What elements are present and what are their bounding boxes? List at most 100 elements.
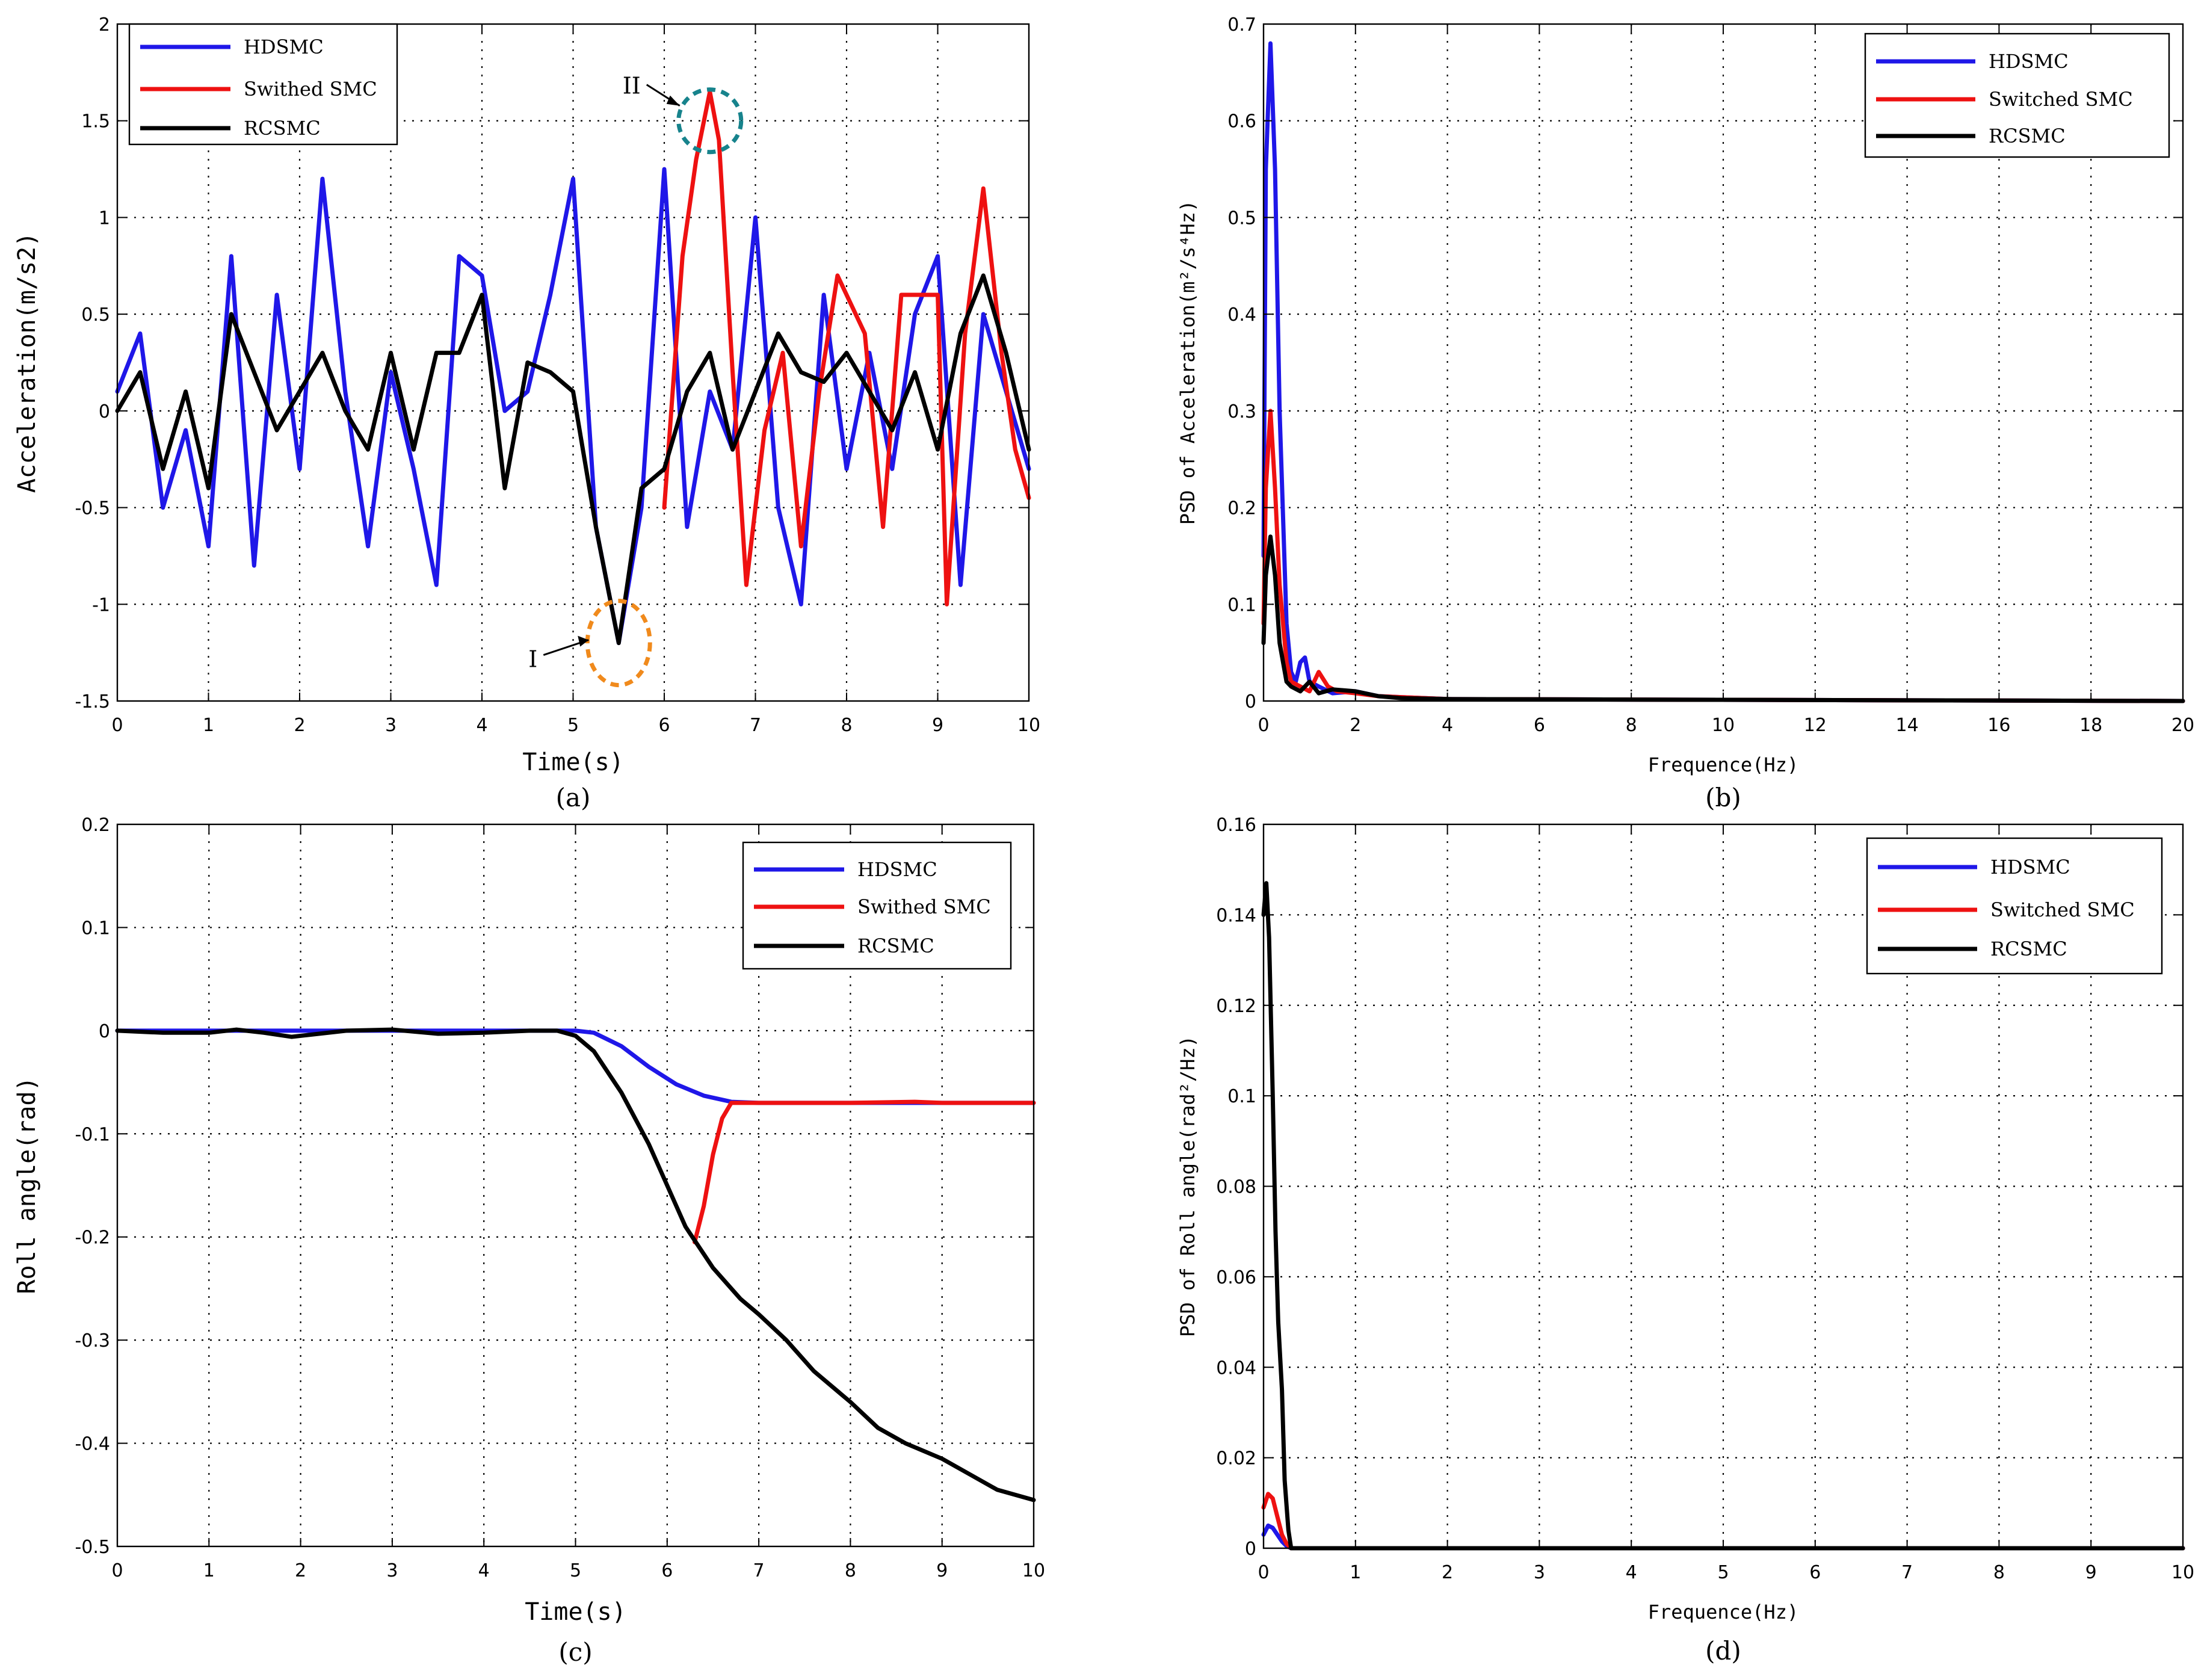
chart-a: 0 1 2 3 4 5 6 7 8 9 10 -1.5 -1 -0.5 0 0.5 1 1.5 2 Time(s) Ac… <box>13 14 1040 812</box>
x-tick-label: 2 <box>294 715 305 736</box>
y-axis-label: Acceleration(m/s2) <box>13 232 41 493</box>
series-group <box>1261 41 2185 703</box>
x-tick-label: 2 <box>1350 715 1361 736</box>
annotations: III <box>528 73 744 688</box>
y-tick-label: 0 <box>99 401 110 422</box>
x-tick-label: 3 <box>385 715 397 736</box>
x-tick-label: 8 <box>841 715 852 736</box>
legend-entry: RCSMC <box>1989 125 2066 147</box>
y-tick-label: 0.4 <box>1227 304 1256 326</box>
y-tick-label: 0.2 <box>1227 498 1256 519</box>
x-tick-label: 3 <box>1534 1562 1545 1583</box>
y-tick-label: 0 <box>1245 1539 1256 1560</box>
legend: HDSMC Switched SMC RCSMC <box>1866 837 2163 975</box>
chart-c: 0 1 2 3 4 5 6 7 8 9 10 -0.5 -0.4 -0.3 -0.2 -0.1 0 0.1 0.2 T… <box>13 815 1045 1667</box>
x-tick-label: 0 <box>111 1560 123 1581</box>
x-axis-label: Time(s) <box>525 1598 626 1626</box>
y-tick-label: -0.4 <box>75 1434 110 1455</box>
x-tick-label: 6 <box>1534 715 1545 736</box>
y-tick-label: -0.3 <box>75 1330 110 1351</box>
x-tick-label: 4 <box>476 715 487 736</box>
x-tick-label: 12 <box>1804 715 1827 736</box>
y-tick-label: 0.12 <box>1216 996 1256 1017</box>
x-tick-label: 2 <box>1442 1562 1453 1583</box>
y-tick-label: -1.5 <box>75 691 110 712</box>
y-tick-label: -0.5 <box>75 498 110 519</box>
x-tick-label: 7 <box>1901 1562 1913 1583</box>
x-tick-label: 1 <box>1350 1562 1361 1583</box>
y-tick-label: -0.5 <box>75 1537 110 1558</box>
legend-entry: Switched SMC <box>1989 88 2133 111</box>
x-tick-label: 1 <box>203 1560 215 1581</box>
y-tick-label: 0.04 <box>1216 1357 1256 1379</box>
x-tick-label: 3 <box>386 1560 398 1581</box>
x-tick-label: 5 <box>1717 1562 1729 1583</box>
y-tick-label: 0.16 <box>1216 815 1256 836</box>
x-tick-label: 10 <box>1017 715 1040 736</box>
x-tick-label: 10 <box>1712 715 1735 736</box>
subplot-label: (c) <box>558 1637 592 1667</box>
y-tick-label: 0 <box>1245 691 1256 712</box>
legend-entry: HDSMC <box>1989 50 2069 73</box>
x-tick-label: 7 <box>753 1560 765 1581</box>
series-group <box>115 1027 1036 1502</box>
y-tick-label: 0.6 <box>1227 111 1256 132</box>
chart-d: 0 1 2 3 4 5 6 7 8 9 10 0 0.02 0.04 0.06 0.08 0.1 0.12 0.14… <box>1176 815 2194 1666</box>
legend-entry: Swithed SMC <box>244 78 377 100</box>
x-tick-label: 9 <box>932 715 943 736</box>
legend-entry: RCSMC <box>1990 937 2067 960</box>
x-tick-label: 5 <box>567 715 579 736</box>
legend: HDSMC Swithed SMC RCSMC <box>742 841 1012 970</box>
y-tick-label: 0.1 <box>81 918 110 939</box>
y-tick-label: -0.1 <box>75 1124 110 1145</box>
x-axis-label: Time(s) <box>522 749 624 776</box>
x-tick-label: 5 <box>570 1560 581 1581</box>
y-tick-label: 0.3 <box>1227 401 1256 422</box>
x-tick-label: 14 <box>1896 715 1919 736</box>
series-line-swithed-smc <box>662 90 1031 607</box>
x-tick-label: 1 <box>203 715 214 736</box>
y-tick-label: 1 <box>99 208 110 229</box>
legend-entry: HDSMC <box>857 858 937 881</box>
x-tick-label: 7 <box>750 715 761 736</box>
x-tick-label: 16 <box>1987 715 2010 736</box>
y-tick-label: -1 <box>92 594 110 616</box>
x-tick-label: 4 <box>1442 715 1453 736</box>
x-tick-label: 10 <box>2171 1562 2194 1583</box>
y-tick-label: 1.5 <box>81 111 110 132</box>
series-line-hdsmc <box>115 167 1031 646</box>
x-tick-label: 9 <box>936 1560 948 1581</box>
y-axis-label: PSD of Acceleration(m²/s⁴Hz) <box>1176 200 1199 525</box>
series-line-rcsmc <box>115 1027 1036 1502</box>
y-tick-label: 0.1 <box>1227 594 1256 616</box>
x-tick-label: 0 <box>111 715 123 736</box>
x-tick-label: 6 <box>1809 1562 1821 1583</box>
chart-b: 0 2 4 6 8 10 12 14 16 18 20 0 0.1 0.2 0.3 0.4 0.5 0.6 0.7 F… <box>1176 14 2194 812</box>
series-line-rcsmc <box>1261 534 2185 703</box>
x-tick-label: 18 <box>2079 715 2102 736</box>
y-tick-label: 0.08 <box>1216 1177 1256 1198</box>
x-tick-label: 4 <box>478 1560 490 1581</box>
legend-entry: RCSMC <box>244 117 321 140</box>
y-tick-label: 0 <box>99 1021 110 1042</box>
legend-entry: HDSMC <box>1990 856 2070 879</box>
x-tick-label: 9 <box>2085 1562 2097 1583</box>
annotation-circle-II <box>676 87 744 155</box>
series-line-swithed-smc <box>693 1099 1036 1244</box>
gridlines <box>1264 824 2183 1548</box>
x-tick-label: 20 <box>2171 715 2194 736</box>
x-tick-label: 6 <box>658 715 670 736</box>
legend: HDSMC Swithed SMC RCSMC <box>128 23 398 146</box>
y-tick-label: 0.14 <box>1216 905 1256 926</box>
y-tick-label: 0.5 <box>1227 208 1256 229</box>
y-tick-label: -0.2 <box>75 1228 110 1249</box>
annotation-arrowhead-I <box>578 635 589 647</box>
x-axis-label: Frequence(Hz) <box>1648 1601 1798 1623</box>
y-tick-label: 0.06 <box>1216 1267 1256 1288</box>
subplot-label: (a) <box>556 783 591 812</box>
legend-entry: HDSMC <box>244 36 324 58</box>
annotation-label-I: I <box>528 646 537 673</box>
x-tick-label: 10 <box>1022 1560 1045 1581</box>
x-tick-label: 4 <box>1626 1562 1637 1583</box>
